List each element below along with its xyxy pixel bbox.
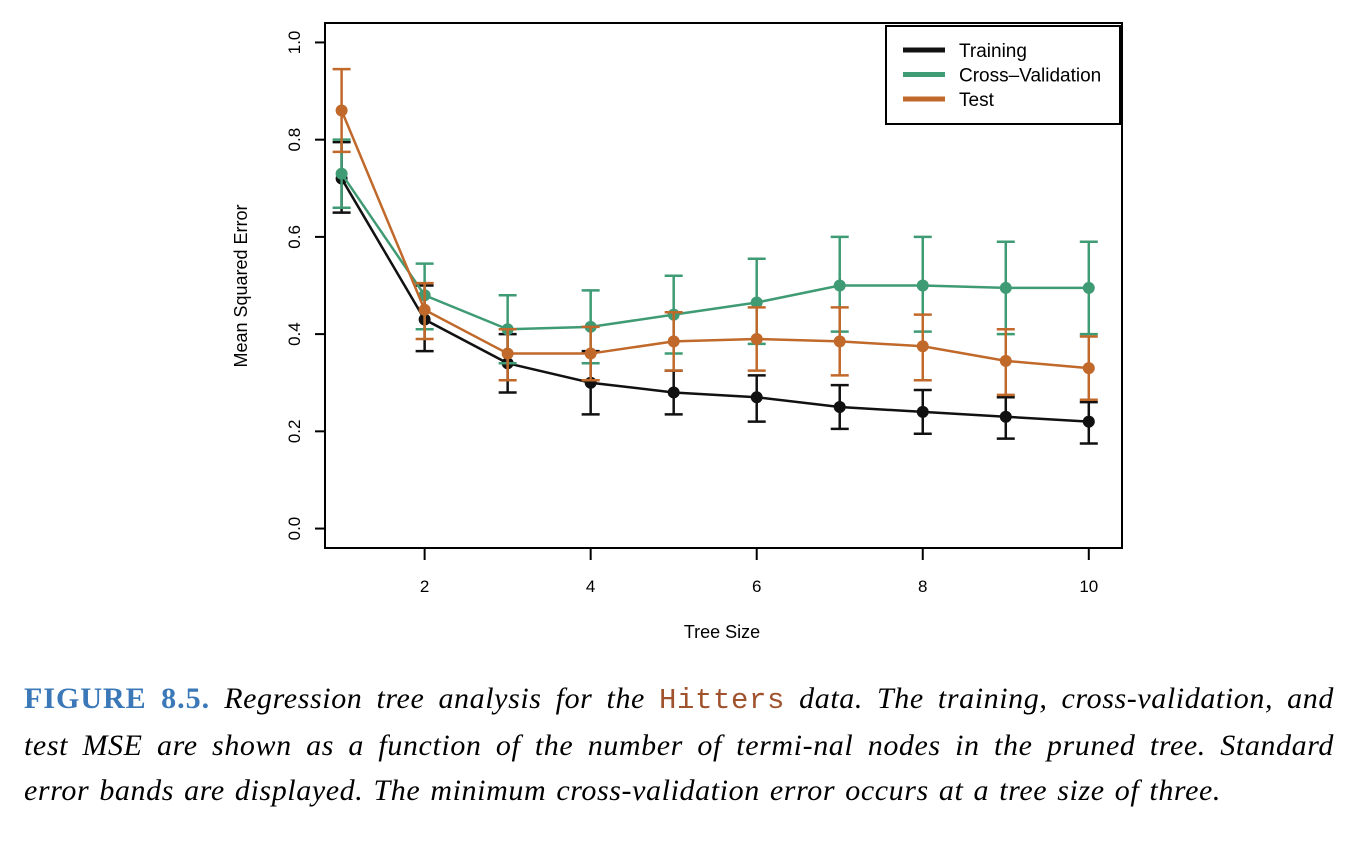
data-point	[750, 332, 763, 345]
dataset-name: Hitters	[659, 684, 786, 717]
x-tick-label: 6	[752, 577, 761, 596]
caption-text-after: data. The training, cross-validation, an…	[24, 682, 1334, 807]
data-point	[1082, 281, 1095, 294]
data-point	[501, 347, 514, 360]
series-line	[340, 177, 1089, 423]
data-point	[833, 279, 846, 292]
mse-chart: 0.0 0.2 0.4 0.6 0.8 1.0 2 4 6 8 10 Tree Size Mean …	[231, 22, 1123, 642]
figure-label: FIGURE 8.5.	[24, 682, 211, 715]
chart-axes: 0.0 0.2 0.4 0.6 0.8 1.0 2 4 6 8 10	[285, 31, 1098, 596]
data-point	[335, 104, 348, 117]
series-1	[332, 138, 1098, 365]
data-point	[916, 340, 929, 353]
x-axis-title: Tree Size	[684, 622, 760, 642]
x-tick-label: 8	[918, 577, 927, 596]
legend-label: Training	[959, 41, 1027, 62]
data-point	[999, 410, 1012, 423]
y-tick-label: 1.0	[285, 31, 304, 55]
data-point	[833, 401, 846, 414]
series-2	[332, 67, 1098, 401]
data-point	[833, 335, 846, 348]
figure-caption: FIGURE 8.5. Regression tree analysis for…	[24, 676, 1334, 813]
data-point	[584, 347, 597, 360]
data-point	[916, 279, 929, 292]
data-point	[335, 167, 348, 180]
data-point	[750, 391, 763, 404]
y-tick-label: 0.8	[285, 128, 304, 152]
y-tick-label: 0.6	[285, 225, 304, 249]
y-tick-label: 0.0	[285, 517, 304, 541]
y-axis-title: Mean Squared Error	[231, 204, 251, 367]
y-tick-label: 0.4	[285, 322, 304, 346]
data-point	[667, 386, 680, 399]
series-line	[340, 172, 1089, 331]
data-point	[999, 354, 1012, 367]
data-point	[667, 335, 680, 348]
data-point	[750, 296, 763, 309]
y-tick-label: 0.2	[285, 420, 304, 444]
series-line	[340, 110, 1089, 370]
data-point	[916, 405, 929, 418]
x-tick-label: 10	[1079, 577, 1098, 596]
data-point	[999, 281, 1012, 294]
caption-text-before: Regression tree analysis for the	[224, 682, 645, 715]
data-point	[418, 303, 431, 316]
legend-label: Cross–Validation	[959, 66, 1101, 87]
series-0	[332, 140, 1098, 445]
legend: Training Cross–Validation Test	[885, 25, 1121, 125]
legend-label: Test	[959, 90, 995, 111]
x-tick-label: 4	[586, 577, 595, 596]
data-point	[1082, 362, 1095, 375]
data-point	[1082, 415, 1095, 428]
chart-series	[332, 67, 1098, 445]
x-tick-label: 2	[420, 577, 429, 596]
plot-frame	[324, 22, 1123, 549]
